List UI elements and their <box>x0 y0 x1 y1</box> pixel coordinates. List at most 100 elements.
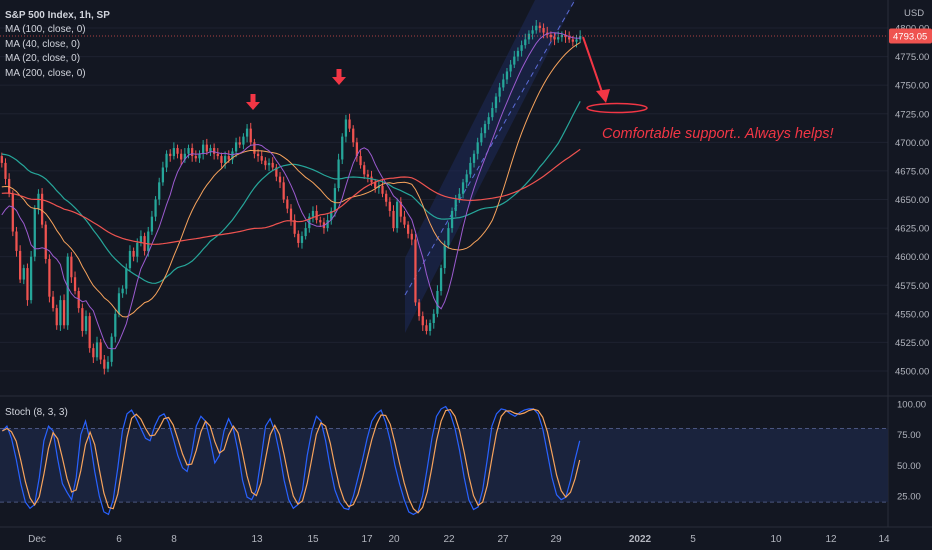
candle-body <box>117 293 121 314</box>
candle-body <box>476 142 479 154</box>
regression-midline <box>404 0 576 296</box>
candle-body <box>55 308 58 326</box>
candle-body <box>374 182 377 189</box>
support-ellipse <box>586 102 648 114</box>
candle-body <box>432 313 435 323</box>
time-tick-label: Dec <box>28 534 46 545</box>
candle-body <box>0 156 3 163</box>
candle-body <box>132 250 135 257</box>
candle-body <box>121 288 124 294</box>
candle-body <box>359 156 362 166</box>
candle-body <box>417 302 421 317</box>
candle-body <box>483 124 487 134</box>
candle-body <box>564 34 567 38</box>
legend-ma-200[interactable]: MA (200, close, 0) <box>5 67 86 79</box>
candle-body <box>341 136 344 160</box>
candle-body <box>348 119 351 129</box>
stoch-tick-label: 75.00 <box>897 430 921 441</box>
last-price-badge <box>889 28 932 44</box>
ma-20-line <box>1 32 581 350</box>
candle-body <box>66 256 69 326</box>
price-tick-label: 4775.00 <box>895 52 929 63</box>
candle-body <box>95 342 99 358</box>
candle-body <box>223 156 227 163</box>
legend-title: S&P 500 Index, 1h, SP <box>5 10 110 21</box>
time-tick-label: 13 <box>251 534 263 545</box>
candle-body <box>439 268 443 291</box>
candle-body <box>337 159 340 189</box>
candle-body <box>388 201 391 211</box>
arrow-down-2-shaft <box>336 69 342 78</box>
time-tick-label: 29 <box>550 534 562 545</box>
candle-body <box>191 148 194 157</box>
candle-body <box>392 210 395 229</box>
candle-body <box>238 142 241 145</box>
candle-body <box>92 348 95 358</box>
price-tick-label: 4625.00 <box>895 224 929 235</box>
candle-body <box>428 322 432 331</box>
candle-body <box>249 128 252 143</box>
candle-body <box>198 153 201 159</box>
candle-body <box>461 182 465 194</box>
candle-body <box>216 153 219 157</box>
candle-body <box>158 182 161 200</box>
stoch-tick-label: 25.00 <box>897 492 921 503</box>
candle-body <box>480 133 483 143</box>
candle-body <box>81 308 84 331</box>
time-tick-label: 6 <box>116 534 122 545</box>
stoch-tick-label: 50.00 <box>897 461 921 472</box>
candle-body <box>414 239 417 303</box>
candle-body <box>114 313 117 337</box>
time-tick-label: 14 <box>878 534 890 545</box>
legend-ma-40[interactable]: MA (40, close, 0) <box>5 38 81 50</box>
time-tick-label: 12 <box>825 534 837 545</box>
candle-body <box>443 245 446 269</box>
candle-body <box>403 216 406 225</box>
candle-body <box>311 210 315 217</box>
candle-body <box>125 268 128 289</box>
price-tick-label: 4550.00 <box>895 309 929 320</box>
candle-body <box>99 342 102 360</box>
last-price-label: 4793.05 <box>893 31 927 42</box>
candle-body <box>333 188 337 211</box>
candle-body <box>147 231 150 251</box>
candle-body <box>568 37 571 40</box>
arrow-down-2-head <box>332 77 346 85</box>
candle-body <box>458 193 461 200</box>
legend-ma-100[interactable]: MA (100, close, 0) <box>5 24 86 36</box>
candle-body <box>234 142 238 152</box>
candle-body <box>26 268 29 301</box>
stoch-d-line <box>2 408 581 514</box>
candle-body <box>381 185 384 194</box>
ma-200-line <box>1 148 581 245</box>
stoch-label[interactable]: Stoch (8, 3, 3) <box>5 407 68 418</box>
legend-ma-20[interactable]: MA (20, close, 0) <box>5 53 81 65</box>
candle-body <box>103 359 106 369</box>
price-tick-label: 4500.00 <box>895 367 929 378</box>
candle-body <box>308 216 311 229</box>
time-tick-label: 2022 <box>629 534 652 545</box>
candle-body <box>575 39 578 42</box>
candle-body <box>180 153 183 160</box>
candle-body <box>410 233 413 240</box>
annotation-arrow-line <box>582 36 604 96</box>
candle-body <box>355 142 359 157</box>
candle-body <box>527 33 531 40</box>
candle-body <box>315 210 318 221</box>
stoch-k-line <box>1 405 581 516</box>
candle-body <box>330 210 333 221</box>
candle-body <box>62 300 66 326</box>
time-tick-label: 17 <box>361 534 373 545</box>
annotation-arrow-head <box>596 89 610 103</box>
candle-body <box>549 34 553 38</box>
candle-body <box>535 25 538 31</box>
candle-body <box>352 128 355 143</box>
price-tick-label: 4600.00 <box>895 252 929 263</box>
candle-body <box>165 153 168 168</box>
candle-body <box>11 193 14 232</box>
candle-body <box>271 162 274 168</box>
ma-100-line <box>1 101 581 284</box>
candle-body <box>557 37 560 40</box>
candle-body <box>278 176 282 183</box>
